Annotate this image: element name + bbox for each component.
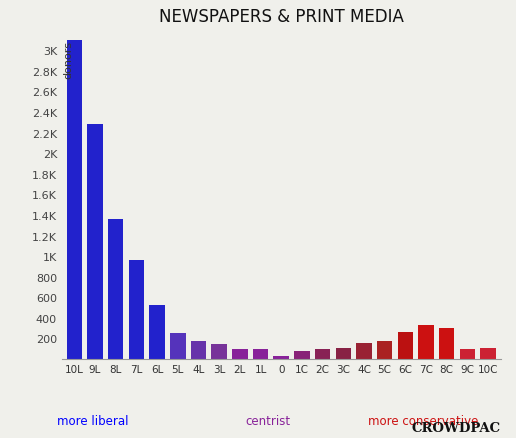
Bar (460, 350, 475, 359)
Text: more liberal: more liberal (57, 414, 128, 427)
Text: donors: donors (63, 41, 73, 79)
Bar (356, 343, 372, 359)
Bar (294, 351, 310, 359)
Bar (253, 350, 268, 359)
Bar (273, 357, 289, 359)
Bar (335, 348, 351, 359)
Bar (439, 328, 455, 359)
Bar (418, 325, 434, 359)
Bar (87, 125, 103, 359)
Bar (232, 350, 248, 359)
Bar (149, 306, 165, 359)
Bar (315, 350, 330, 359)
Bar (480, 348, 496, 359)
Bar (212, 344, 227, 359)
Text: more conservative: more conservative (368, 414, 478, 427)
Text: centrist: centrist (246, 414, 291, 427)
Bar (128, 261, 144, 359)
Bar (67, 41, 82, 359)
Title: NEWSPAPERS & PRINT MEDIA: NEWSPAPERS & PRINT MEDIA (159, 8, 404, 26)
Bar (398, 332, 413, 359)
Bar (108, 219, 123, 359)
Text: CROWDPAC: CROWDPAC (411, 420, 501, 434)
Bar (170, 333, 186, 359)
Bar (191, 341, 206, 359)
Bar (377, 341, 393, 359)
